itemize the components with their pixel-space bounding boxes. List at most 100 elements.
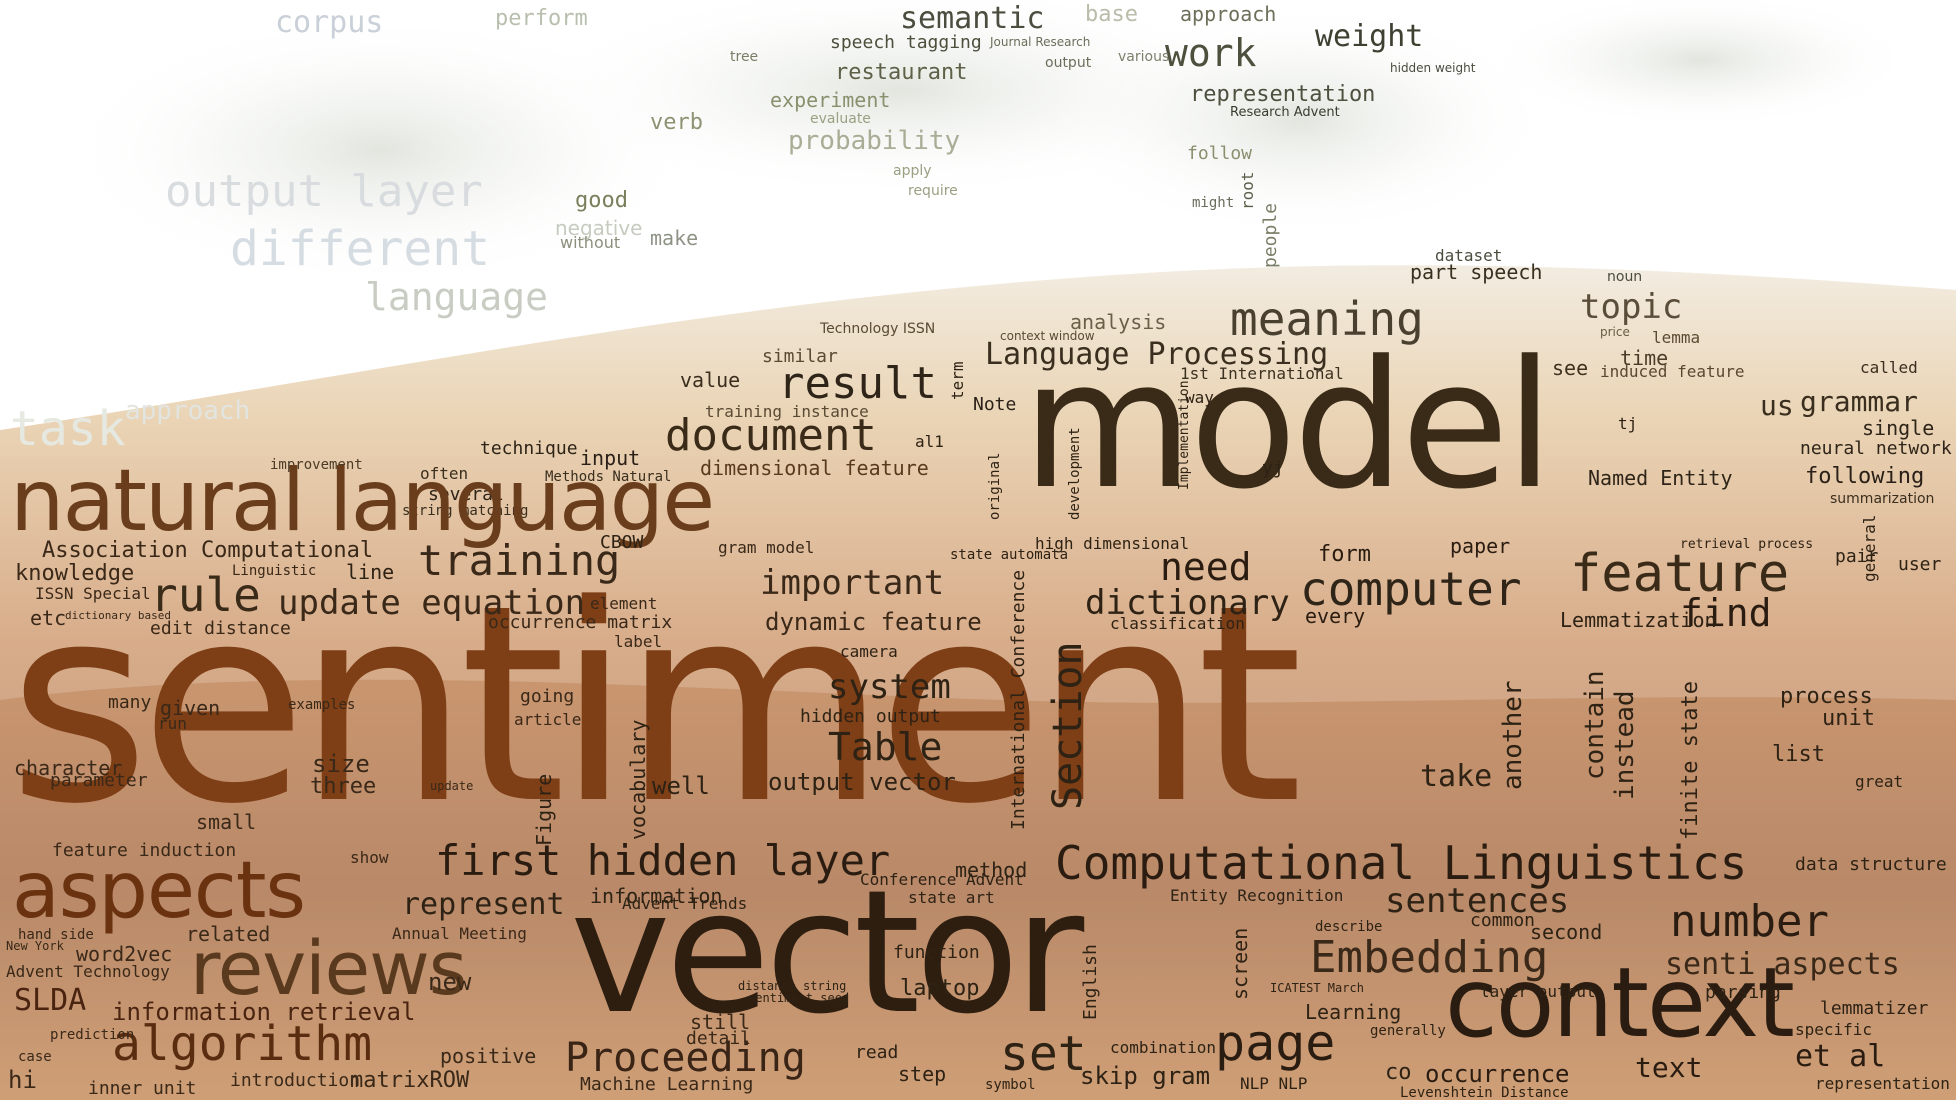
word-cbow: CBOW <box>600 532 644 553</box>
word-senti-aspects: senti aspects <box>1665 947 1900 982</box>
word-input: input <box>580 446 641 470</box>
word-speech-tagging: speech tagging <box>830 32 982 53</box>
word-unit: unit <box>1822 706 1875 731</box>
word-lemmatization: Lemmatization <box>1560 608 1717 632</box>
word-hidden-output: hidden output <box>800 706 941 727</box>
word-advent-technology: Advent Technology <box>6 962 170 981</box>
word-prediction: prediction <box>50 1027 135 1043</box>
word-single: single <box>1862 416 1935 440</box>
word-contain: contain <box>1580 670 1610 780</box>
word-distance-string: distance string <box>738 979 847 993</box>
word-verb: verb <box>650 110 703 135</box>
word-related: related <box>186 922 271 946</box>
word-detail: detail <box>686 1028 752 1049</box>
word-vector: vector <box>570 854 1084 1052</box>
word-form: form <box>1318 542 1371 567</box>
word-method: method <box>955 858 1028 882</box>
word-might: might <box>1192 195 1235 211</box>
word-retrieval-process: retrieval process <box>1680 537 1814 552</box>
word-people: people <box>1260 202 1281 268</box>
word-hi: hi <box>8 1066 37 1094</box>
word-feature-induction: feature induction <box>52 840 237 861</box>
word-research-advent: Research Advent <box>1230 105 1340 120</box>
word-issn-special: ISSN Special <box>35 584 151 603</box>
word-output-layer: output layer <box>165 166 483 217</box>
word-still: still <box>690 1010 751 1034</box>
word-article: article <box>514 710 582 729</box>
word-corpus: corpus <box>275 5 384 40</box>
word-information: information <box>590 884 723 908</box>
word-co: co <box>1385 1060 1412 1085</box>
word-read: read <box>855 1042 899 1063</box>
word-good: good <box>575 188 628 213</box>
word-entity-recognition: Entity Recognition <box>1170 886 1344 905</box>
word-given: given <box>160 696 221 720</box>
word-proceeding: Proceeding <box>565 1035 806 1081</box>
word-occurrence-matrix: occurrence matrix <box>488 612 673 633</box>
word-three: three <box>310 774 377 799</box>
word-meaning: meaning <box>1230 292 1424 346</box>
word-combination: combination <box>1110 1038 1216 1057</box>
word-us: us <box>1760 389 1794 422</box>
word-specific: specific <box>1795 1020 1873 1039</box>
word-base: base <box>1085 2 1138 27</box>
word-embedding: Embedding <box>1310 932 1549 983</box>
word-sentiment: sentiment <box>8 548 1303 864</box>
word-time: time <box>1620 346 1669 370</box>
word-icatest-march: ICATEST March <box>1270 981 1364 995</box>
word-levenshtein-distance: Levenshtein Distance <box>1400 1085 1569 1100</box>
word-label: label <box>614 632 663 651</box>
word-follow: follow <box>1187 143 1253 164</box>
word-part-speech: part speech <box>1410 260 1543 284</box>
word-task: task <box>10 401 126 457</box>
word-run: run <box>158 714 187 733</box>
word-lemmatizer: lemmatizer <box>1820 998 1929 1019</box>
word-term: term <box>948 361 967 400</box>
word-element: element <box>590 594 658 613</box>
word-matrixrow: matrixROW <box>350 1068 470 1093</box>
word-machine-learning: Machine Learning <box>580 1074 754 1095</box>
word-slda: SLDA <box>14 983 87 1018</box>
word-classification: classification <box>1110 614 1245 633</box>
word-different: different <box>230 221 491 277</box>
word-annual-meeting: Annual Meeting <box>392 924 527 943</box>
word-dictionary: dictionary <box>1085 583 1290 623</box>
word-weight: weight <box>1315 19 1424 54</box>
word-case: case <box>18 1049 52 1065</box>
word-parameter: parameter <box>50 770 148 791</box>
word-make: make <box>650 226 699 250</box>
word-need: need <box>1160 545 1252 589</box>
word-camera: camera <box>840 642 898 661</box>
word-technique: technique <box>480 438 578 459</box>
word-show: show <box>350 848 389 867</box>
word-another: another <box>1498 680 1528 790</box>
word-analysis: analysis <box>1070 310 1167 334</box>
word-development: development <box>1067 427 1083 520</box>
word-computer: computer <box>1300 562 1522 616</box>
word-user: user <box>1898 554 1942 575</box>
word-see: see <box>1552 356 1589 380</box>
word-without: without <box>560 233 621 252</box>
word-many: many <box>108 692 152 713</box>
word-skip-gram: skip gram <box>1080 1062 1211 1090</box>
word-function: function <box>893 942 980 963</box>
word-perform: perform <box>495 6 588 31</box>
word-feature: feature <box>1570 544 1790 604</box>
word-representation-small: representation <box>1815 1074 1950 1093</box>
word-gram-model: gram model <box>718 538 815 557</box>
word-describe: describe <box>1315 919 1383 935</box>
word-symbol: symbol <box>985 1077 1036 1093</box>
word-et-al: et al <box>1795 1039 1886 1074</box>
word-hidden-weight: hidden weight <box>1390 61 1476 75</box>
word-great: great <box>1855 772 1904 791</box>
word-positive: positive <box>440 1044 537 1068</box>
word-new-york: New York <box>6 939 64 953</box>
word-going: going <box>520 686 575 707</box>
word-experiment: experiment <box>770 88 891 112</box>
word-context: context <box>1445 947 1795 1059</box>
word-figure: Figure <box>532 773 556 846</box>
word-various: various <box>1118 49 1170 65</box>
word-value: value <box>680 368 741 392</box>
word-list: list <box>1772 742 1825 767</box>
